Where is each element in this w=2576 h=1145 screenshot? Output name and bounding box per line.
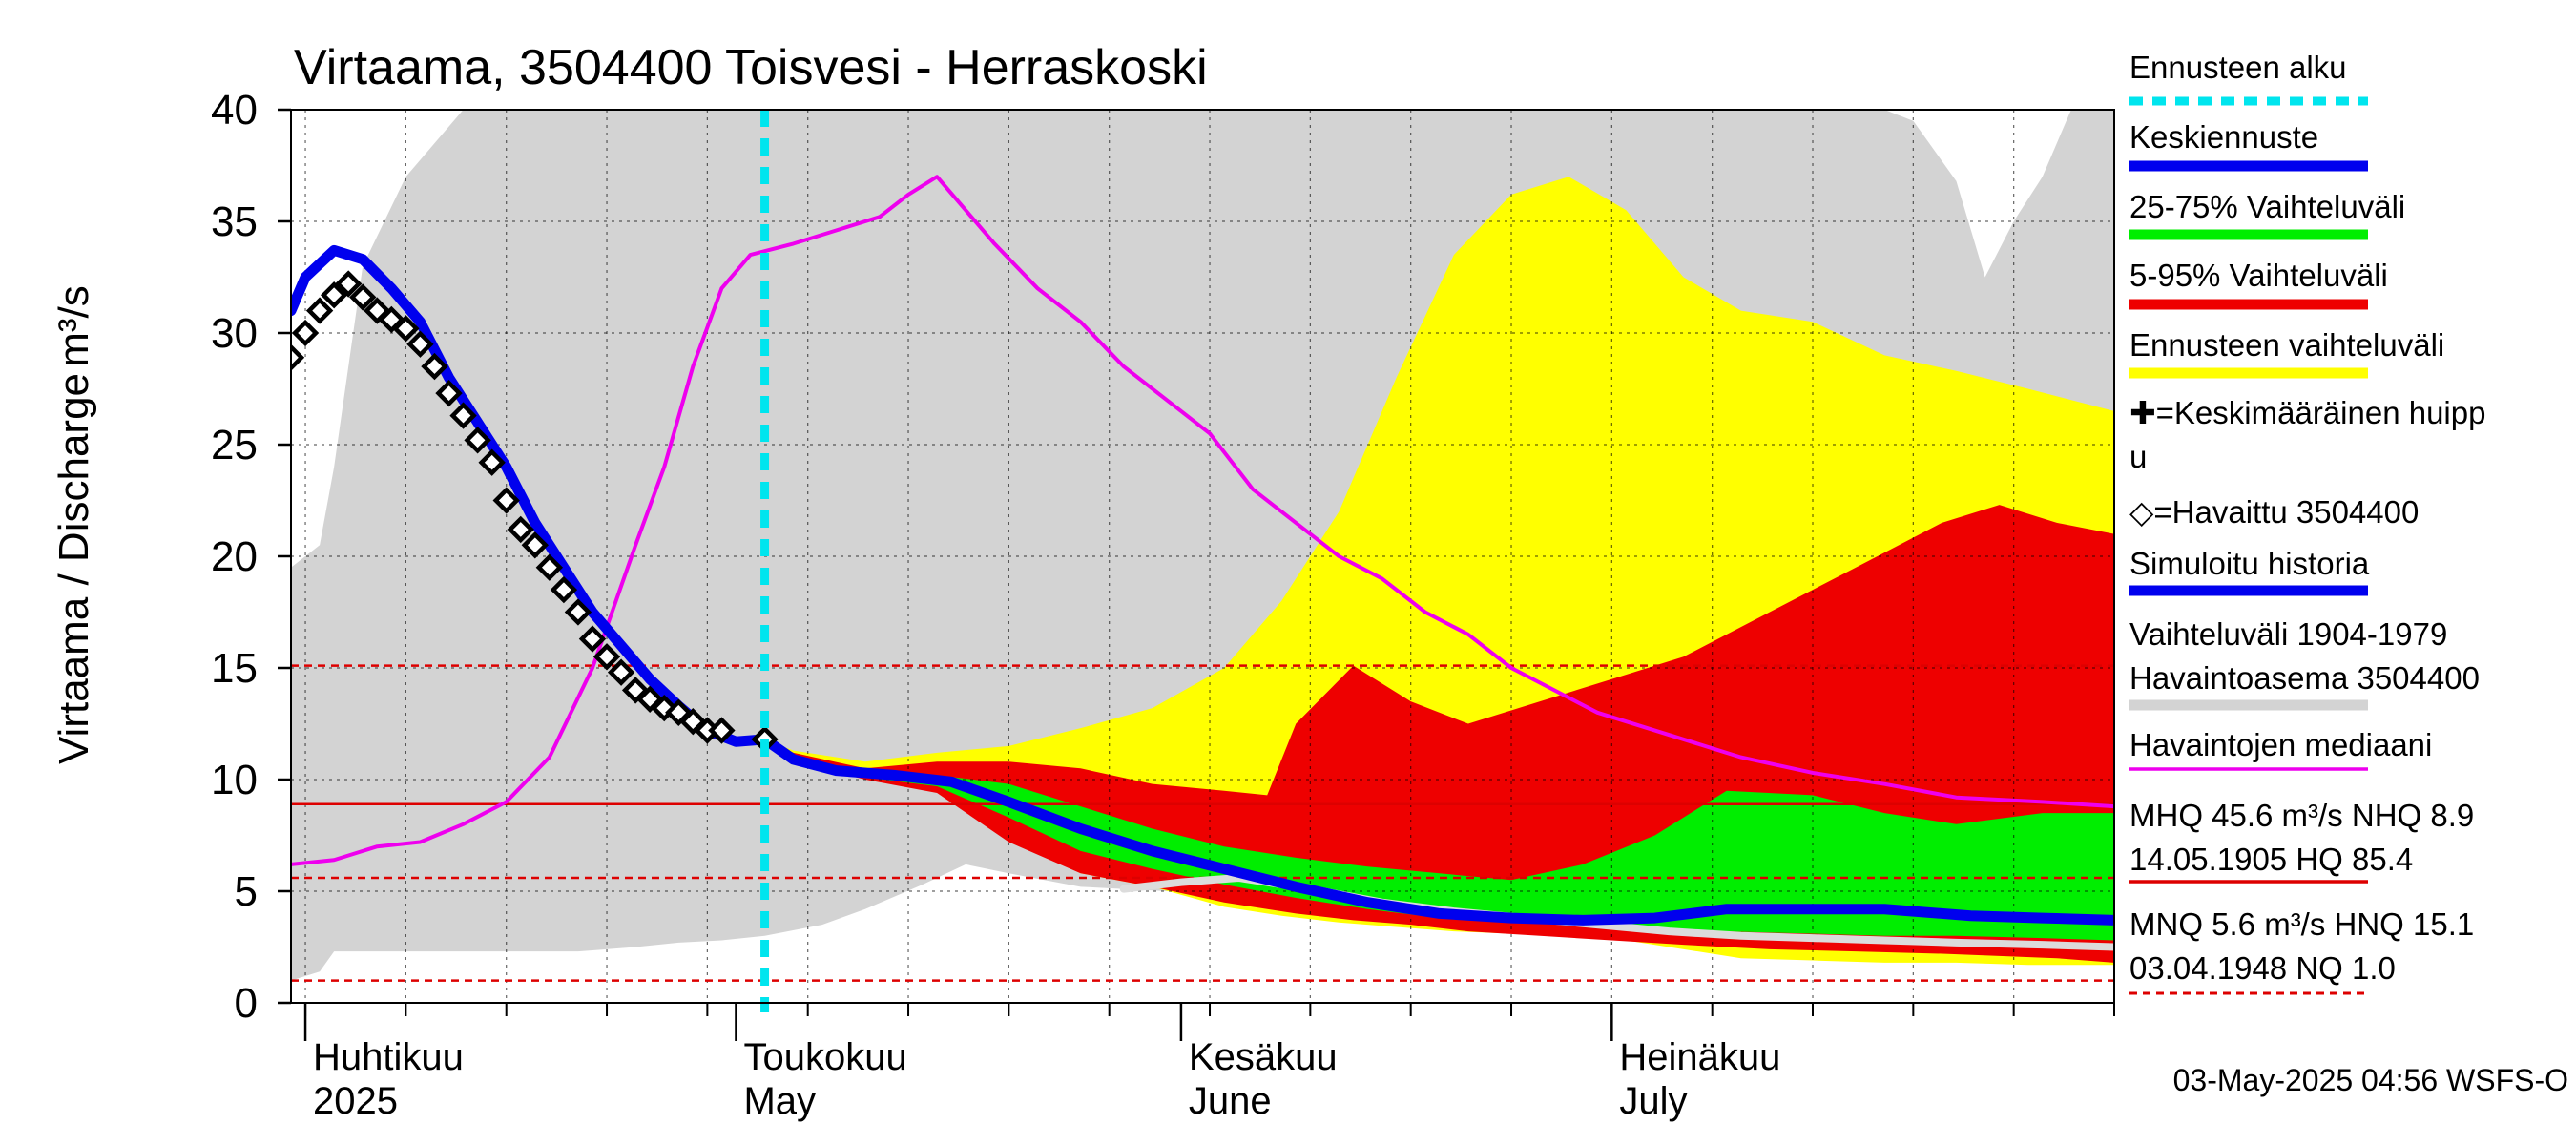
legend-label-cont: 14.05.1905 HQ 85.4: [2129, 842, 2413, 877]
observed-marker: [535, 553, 564, 581]
observed-marker: [564, 598, 592, 626]
legend-label: Havaintojen mediaani: [2129, 727, 2432, 762]
x-month-sublabel: July: [1619, 1080, 1687, 1122]
y-tick-label: 35: [211, 198, 258, 245]
legend-label: ✚=Keskimääräinen huipp: [2129, 395, 2485, 430]
legend-label-cont: u: [2129, 439, 2147, 474]
legend-label-cont: 03.04.1948 NQ 1.0: [2129, 950, 2396, 986]
legend-label: ◇=Havaittu 3504400: [2129, 494, 2419, 530]
plot-content: [291, 110, 2114, 1003]
x-month-label: Kesäkuu: [1189, 1036, 1338, 1078]
y-tick-label: 20: [211, 533, 258, 580]
y-tick-label: 15: [211, 645, 258, 692]
axes: 0510152025303540Huhtikuu2025ToukokuuMayK…: [211, 87, 2115, 1122]
x-month-label: Heinäkuu: [1619, 1036, 1780, 1078]
observed-marker: [592, 643, 621, 671]
observed-marker: [392, 315, 420, 343]
observed-marker: [478, 448, 506, 476]
observed-marker: [607, 658, 635, 686]
legend-label: Vaihteluväli 1904-1979: [2129, 616, 2447, 652]
observed-marker: [521, 531, 549, 559]
observed-marker: [349, 283, 377, 311]
observed-marker: [464, 427, 491, 454]
y-tick-label: 40: [211, 87, 258, 134]
observed-marker: [406, 330, 434, 358]
x-month-sublabel: 2025: [313, 1080, 398, 1122]
x-month-label: Toukokuu: [743, 1036, 906, 1078]
observed-marker: [708, 717, 736, 744]
observed-marker: [305, 297, 334, 324]
observed-marker: [421, 352, 448, 381]
observed-marker: [449, 402, 477, 429]
observed-marker: [291, 319, 320, 347]
x-month-label: Huhtikuu: [313, 1036, 464, 1078]
legend-label: Ennusteen vaihteluväli: [2129, 327, 2444, 363]
y-tick-label: 25: [211, 422, 258, 468]
legend-label: Keskiennuste: [2129, 119, 2318, 155]
y-tick-label: 0: [235, 980, 258, 1027]
observed-marker: [507, 515, 534, 544]
legend: Ennusteen alku Keskiennuste 25-75% Vaihtel…: [2129, 50, 2485, 995]
mean-forecast-line: [759, 734, 2114, 926]
y-tick-label: 30: [211, 310, 258, 357]
p25-75-band: [764, 739, 2114, 941]
observed-marker: [320, 281, 348, 309]
observed-marker: [492, 487, 520, 514]
y-axis-unit: m³/s: [51, 285, 97, 367]
y-axis-title: Virtaama / Discharge: [51, 373, 97, 764]
observed-marker: [291, 344, 305, 371]
x-month-sublabel: May: [743, 1080, 816, 1122]
legend-label: MNQ 5.6 m³/s HNQ 15.1: [2129, 906, 2474, 942]
legend-label: Ennusteen alku: [2129, 50, 2347, 85]
median-line: [291, 175, 2114, 866]
plot-area: [291, 110, 2114, 1012]
chart-title: Virtaama, 3504400 Toisvesi - Herraskoski: [294, 40, 1208, 95]
y-tick-label: 10: [211, 757, 258, 803]
x-month-sublabel: June: [1189, 1080, 1272, 1122]
legend-label: 5-95% Vaihteluväli: [2129, 258, 2388, 293]
observed-marker: [435, 379, 463, 407]
observed-marker: [335, 270, 363, 298]
observed-marker: [578, 625, 607, 653]
timestamp-footer: 03-May-2025 04:56 WSFS-O: [2173, 1063, 2568, 1097]
legend-label: Simuloitu historia: [2129, 546, 2370, 581]
legend-label-cont: Havaintoasema 3504400: [2129, 660, 2480, 696]
y-tick-label: 5: [235, 868, 258, 915]
observed-marker: [550, 575, 578, 604]
legend-label: 25-75% Vaihteluväli: [2129, 189, 2405, 224]
legend-label: MHQ 45.6 m³/s NHQ 8.9: [2129, 798, 2474, 833]
